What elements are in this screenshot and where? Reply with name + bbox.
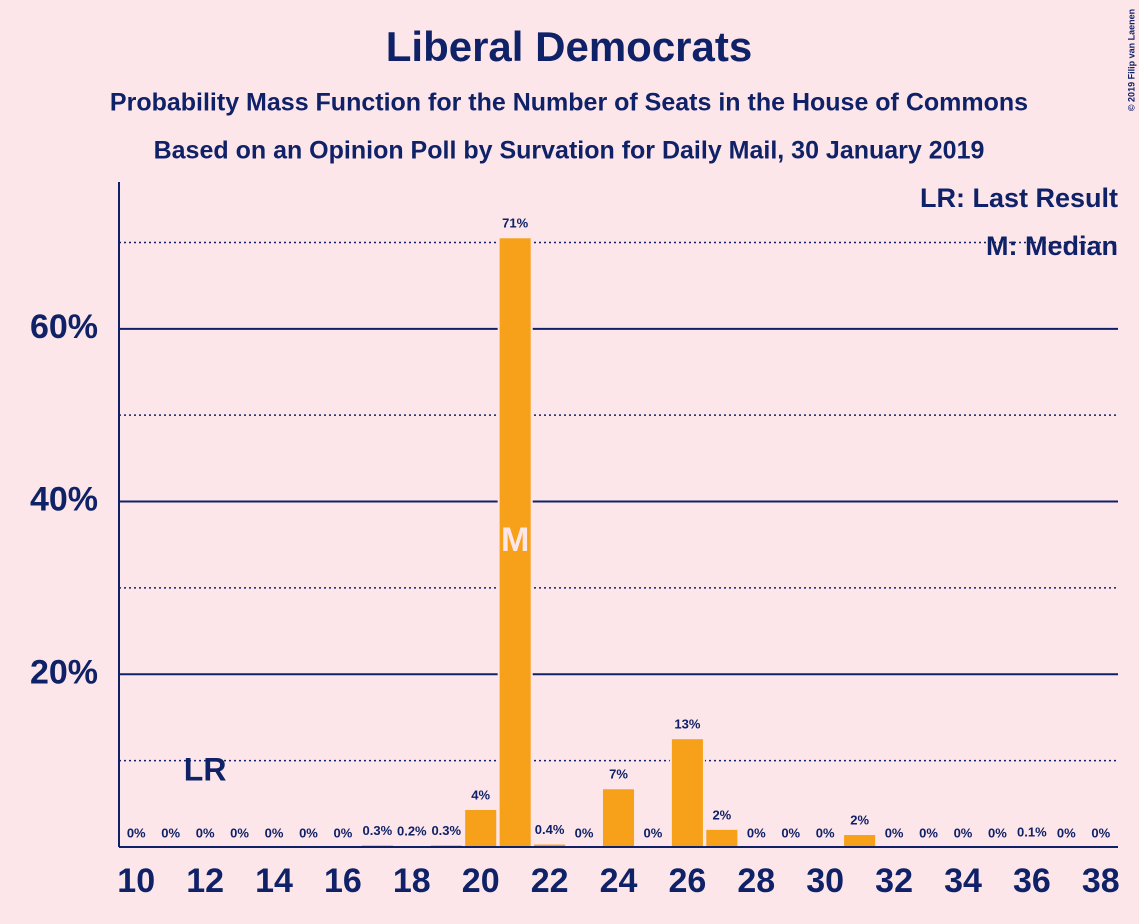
- value-label: 0%: [781, 825, 800, 840]
- legend-entry: LR: Last Result: [920, 183, 1118, 213]
- value-label: 0%: [299, 825, 318, 840]
- x-tick-label: 12: [186, 862, 224, 900]
- x-tick-label: 24: [600, 862, 638, 900]
- value-label: 0%: [196, 825, 215, 840]
- value-label: 0.4%: [535, 822, 565, 837]
- bar: [669, 737, 705, 849]
- value-label: 0%: [644, 825, 663, 840]
- x-tick-label: 14: [255, 862, 293, 900]
- value-label: 0%: [919, 825, 938, 840]
- bar: [600, 787, 637, 848]
- x-tick-label: 38: [1082, 862, 1120, 900]
- chart-subtitle: Based on an Opinion Poll by Survation fo…: [154, 137, 985, 165]
- value-label: 0%: [161, 825, 180, 840]
- value-label: 0.3%: [431, 823, 461, 838]
- value-label: 0%: [265, 825, 284, 840]
- bar: [463, 808, 499, 848]
- value-label: 0%: [127, 825, 146, 840]
- value-label: 13%: [674, 717, 700, 732]
- value-label: 0%: [1091, 825, 1110, 840]
- value-label: 0%: [988, 825, 1007, 840]
- value-label: 0%: [230, 825, 249, 840]
- x-tick-label: 20: [462, 862, 500, 900]
- chart-title: Liberal Democrats: [386, 23, 752, 70]
- chart-subtitle: Probability Mass Function for the Number…: [110, 89, 1028, 117]
- median-marker: M: [501, 521, 529, 559]
- value-label: 0%: [954, 825, 973, 840]
- value-label: 0%: [816, 825, 835, 840]
- x-tick-label: 36: [1013, 862, 1051, 900]
- copyright: © 2019 Filip van Laenen: [1126, 9, 1136, 111]
- x-tick-label: 26: [668, 862, 706, 900]
- x-tick-label: 28: [737, 862, 775, 900]
- y-tick-label: 60%: [30, 308, 98, 346]
- value-label: 4%: [471, 787, 490, 802]
- x-tick-label: 10: [117, 862, 155, 900]
- x-tick-label: 32: [875, 862, 913, 900]
- x-tick-label: 18: [393, 862, 431, 900]
- value-label: 2%: [850, 812, 869, 827]
- x-tick-label: 16: [324, 862, 362, 900]
- legend-entry: M: Median: [986, 231, 1118, 261]
- value-label: 0%: [747, 825, 766, 840]
- value-label: 2%: [712, 807, 731, 822]
- value-label: 0.3%: [363, 823, 393, 838]
- y-tick-label: 20%: [30, 653, 98, 691]
- bar: [842, 833, 878, 849]
- value-label: 0%: [885, 825, 904, 840]
- x-tick-label: 22: [531, 862, 569, 900]
- y-tick-label: 40%: [30, 481, 98, 519]
- value-label: 0%: [1057, 825, 1076, 840]
- value-label: 0%: [334, 825, 353, 840]
- last-result-marker: LR: [184, 751, 227, 787]
- value-label: 7%: [609, 767, 628, 782]
- bar: [704, 827, 740, 849]
- x-tick-label: 34: [944, 862, 982, 900]
- value-label: 71%: [502, 216, 528, 231]
- value-label: 0.2%: [397, 824, 427, 839]
- value-label: 0.1%: [1017, 825, 1047, 840]
- x-tick-label: 30: [806, 862, 844, 900]
- value-label: 0%: [575, 825, 594, 840]
